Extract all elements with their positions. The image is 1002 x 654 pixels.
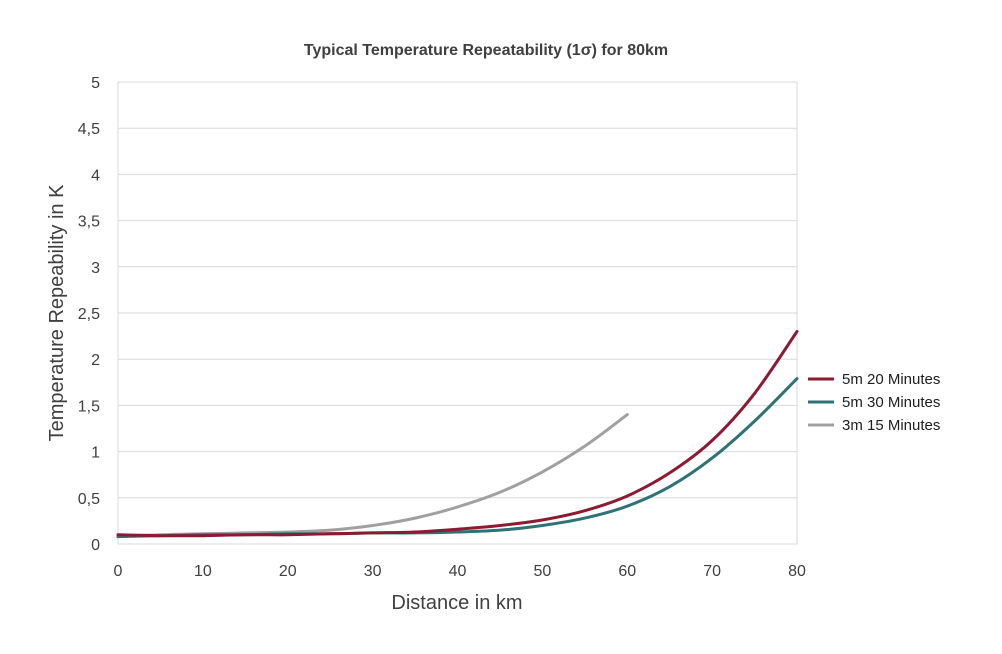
x-tick-label: 30 <box>364 563 382 580</box>
x-axis-ticks: 0 10 20 30 40 50 60 70 80 <box>114 563 806 580</box>
series-line-5m-20-minutes <box>116 330 799 538</box>
legend-label: 5m 30 Minutes <box>842 394 940 411</box>
y-tick-label: 1 <box>91 445 100 462</box>
y-tick-label: 3 <box>91 260 100 277</box>
x-tick-label: 0 <box>114 563 123 580</box>
y-tick-label: 2 <box>91 352 100 369</box>
y-tick-label: 1,5 <box>78 398 100 415</box>
series-lines <box>116 330 799 539</box>
y-tick-label: 2,5 <box>78 306 100 323</box>
y-tick-label: 0,5 <box>78 491 100 508</box>
x-axis-label: Distance in km <box>391 592 522 614</box>
x-tick-label: 80 <box>788 563 806 580</box>
chart-title: Typical Temperature Repeatability (1σ) f… <box>304 42 668 59</box>
gridlines <box>118 81 797 499</box>
x-tick-label: 10 <box>194 563 212 580</box>
x-tick-label: 70 <box>703 563 721 580</box>
x-tick-label: 60 <box>618 563 636 580</box>
x-tick-label: 50 <box>533 563 551 580</box>
legend-label: 3m 15 Minutes <box>842 417 940 434</box>
y-axis-ticks: 0 0,5 1 1,5 2 2,5 3 3,5 4 4,5 5 <box>78 75 100 554</box>
legend: 5m 20 Minutes 5m 30 Minutes 3m 15 Minutes <box>808 371 940 434</box>
plot-area-border <box>117 81 798 545</box>
y-tick-label: 5 <box>91 75 100 92</box>
x-tick-label: 40 <box>449 563 467 580</box>
y-tick-label: 0 <box>91 537 100 554</box>
y-tick-label: 3,5 <box>78 214 100 231</box>
y-axis-label: Temperature Repeability in K <box>46 184 68 441</box>
y-tick-label: 4,5 <box>78 121 100 138</box>
y-tick-label: 4 <box>91 167 100 184</box>
legend-label: 5m 20 Minutes <box>842 371 940 388</box>
series-line-5m-30-minutes <box>116 377 799 539</box>
x-tick-label: 20 <box>279 563 297 580</box>
